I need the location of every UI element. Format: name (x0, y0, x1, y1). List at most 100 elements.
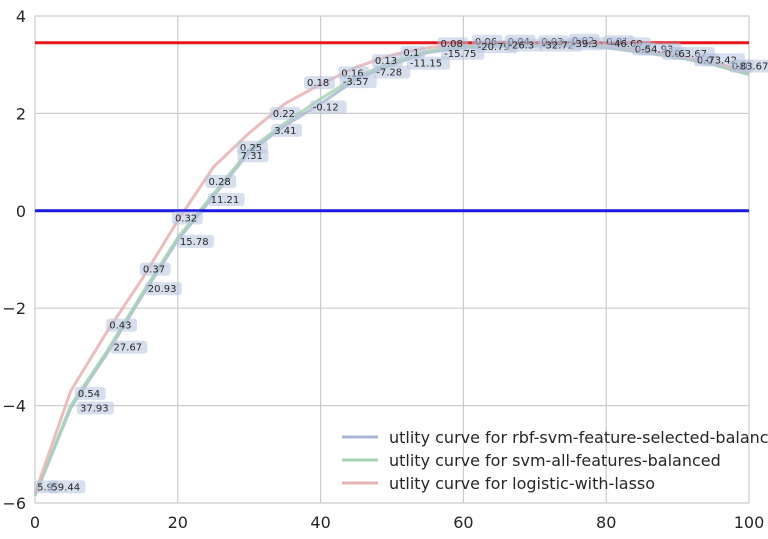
data-label-text: -32.72 (542, 41, 574, 52)
data-label-text: 0.22 (273, 109, 295, 120)
y-tick-label: −6 (2, 494, 26, 513)
data-label-text: -63.67 (675, 49, 707, 60)
data-label: -26.3 (505, 38, 543, 52)
data-label-box (48, 480, 86, 494)
data-label: 11.21 (207, 193, 245, 207)
data-label: 0.32 (171, 211, 203, 225)
data-label-box (371, 54, 403, 68)
data-label: 7.31 (237, 149, 269, 163)
data-label-box (733, 59, 768, 73)
data-label-text: -46.69 (610, 39, 642, 50)
data-label-box (505, 38, 543, 52)
data-label-box (309, 100, 347, 114)
data-label-box (373, 65, 411, 79)
data-label-text: 0.32 (175, 214, 197, 225)
legend-label: utlity curve for svm-all-features-balanc… (389, 451, 721, 470)
data-label-box (400, 45, 426, 59)
data-label-text: 0.43 (109, 321, 131, 332)
legend-label: utlity curve for logistic-with-lasso (389, 474, 655, 493)
y-tick-label: 4 (16, 7, 26, 26)
data-label-box (441, 46, 485, 60)
data-label-box (106, 318, 138, 332)
data-label-text: -83.67 (736, 62, 768, 73)
y-tick-label: 2 (16, 104, 26, 123)
data-label-text: 0.37 (143, 265, 165, 276)
data-label: 0.28 (205, 175, 237, 189)
data-label: -0.12 (309, 100, 347, 114)
y-tick-label: 0 (16, 202, 26, 221)
data-label: 0.22 (269, 106, 301, 120)
data-label: 3.41 (271, 123, 302, 137)
data-label-box (237, 149, 269, 163)
data-label: -83.67 (733, 59, 768, 73)
data-label: 37.93 (76, 401, 114, 415)
data-label: 15.78 (176, 234, 214, 248)
point-annotations: 5.959.44 0.54 37.93 0.43 27.67 0.37 20.93 0.32 1… (34, 33, 768, 494)
data-label: 27.67 (110, 340, 148, 354)
data-label-box (339, 75, 377, 89)
legend: utlity curve for rbf-svm-feature-selecte… (342, 428, 768, 493)
data-label: 0.18 (304, 76, 335, 90)
data-label-text: -26.3 (508, 41, 534, 52)
x-tick-label: 20 (168, 513, 188, 532)
data-label-box (304, 76, 335, 90)
data-label-text: -11.15 (410, 59, 442, 70)
data-label-box (205, 175, 237, 189)
data-label-text: 15.78 (180, 237, 209, 248)
data-label-text: -73.42 (705, 55, 737, 66)
y-tick-label: −4 (2, 397, 26, 416)
data-label-text: 0.54 (78, 389, 100, 400)
data-label-box (271, 123, 302, 137)
data-label-text: 0.25 (240, 143, 262, 154)
data-label-box (207, 193, 245, 207)
data-label: 59.44 (48, 480, 86, 494)
data-label-text: 0.28 (209, 177, 231, 188)
data-label-box (144, 282, 182, 296)
data-label: -11.15 (406, 56, 451, 70)
x-tick-label: 100 (734, 513, 765, 532)
data-label-text: -54.93 (641, 45, 673, 56)
data-label: -39.3 (568, 37, 606, 51)
data-label: -7.28 (373, 65, 411, 79)
data-label: 0.43 (106, 318, 138, 332)
x-tick-label: 40 (310, 513, 330, 532)
data-label: 0.54 (74, 386, 106, 400)
data-label-text: -7.28 (376, 67, 402, 78)
data-label-text: -20.79 (478, 42, 510, 53)
data-label-box (139, 262, 171, 276)
data-label-text: 20.93 (148, 284, 177, 295)
data-label-text: 59.44 (51, 482, 80, 493)
data-label-box (110, 340, 148, 354)
data-label-box (568, 37, 606, 51)
data-label-text: 11.21 (211, 195, 240, 206)
data-label-box (406, 56, 451, 70)
legend-label: utlity curve for rbf-svm-feature-selecte… (389, 428, 768, 447)
data-label: 20.93 (144, 282, 182, 296)
data-label-text: -0.12 (313, 103, 339, 114)
data-label-text: 37.93 (80, 403, 109, 414)
data-label-text: -39.3 (572, 39, 598, 50)
data-label-box (76, 401, 114, 415)
data-label-text: 5.9 (37, 482, 53, 493)
x-tick-label: 0 (30, 513, 40, 532)
data-label-text: 0.16 (341, 68, 363, 79)
data-label-text: 0.08 (441, 39, 463, 50)
data-label: 0.1 (400, 45, 426, 59)
data-label-text: -15.75 (444, 49, 476, 60)
x-tick-label: 80 (596, 513, 616, 532)
data-label-box (176, 234, 214, 248)
data-label-text: 0.18 (307, 78, 329, 89)
data-label: 0.37 (139, 262, 171, 276)
data-label: 0.13 (371, 54, 403, 68)
data-label-text: 3.41 (274, 126, 296, 137)
data-label-text: 27.67 (114, 343, 143, 354)
data-label-text: 7.31 (241, 151, 263, 162)
data-label-box (269, 106, 301, 120)
x-tick-label: 60 (453, 513, 473, 532)
data-label-text: -3.57 (343, 77, 369, 88)
data-label-box (74, 386, 106, 400)
y-tick-label: −2 (2, 299, 26, 318)
data-label: -3.57 (339, 75, 377, 89)
data-label-text: 0.13 (375, 56, 397, 67)
